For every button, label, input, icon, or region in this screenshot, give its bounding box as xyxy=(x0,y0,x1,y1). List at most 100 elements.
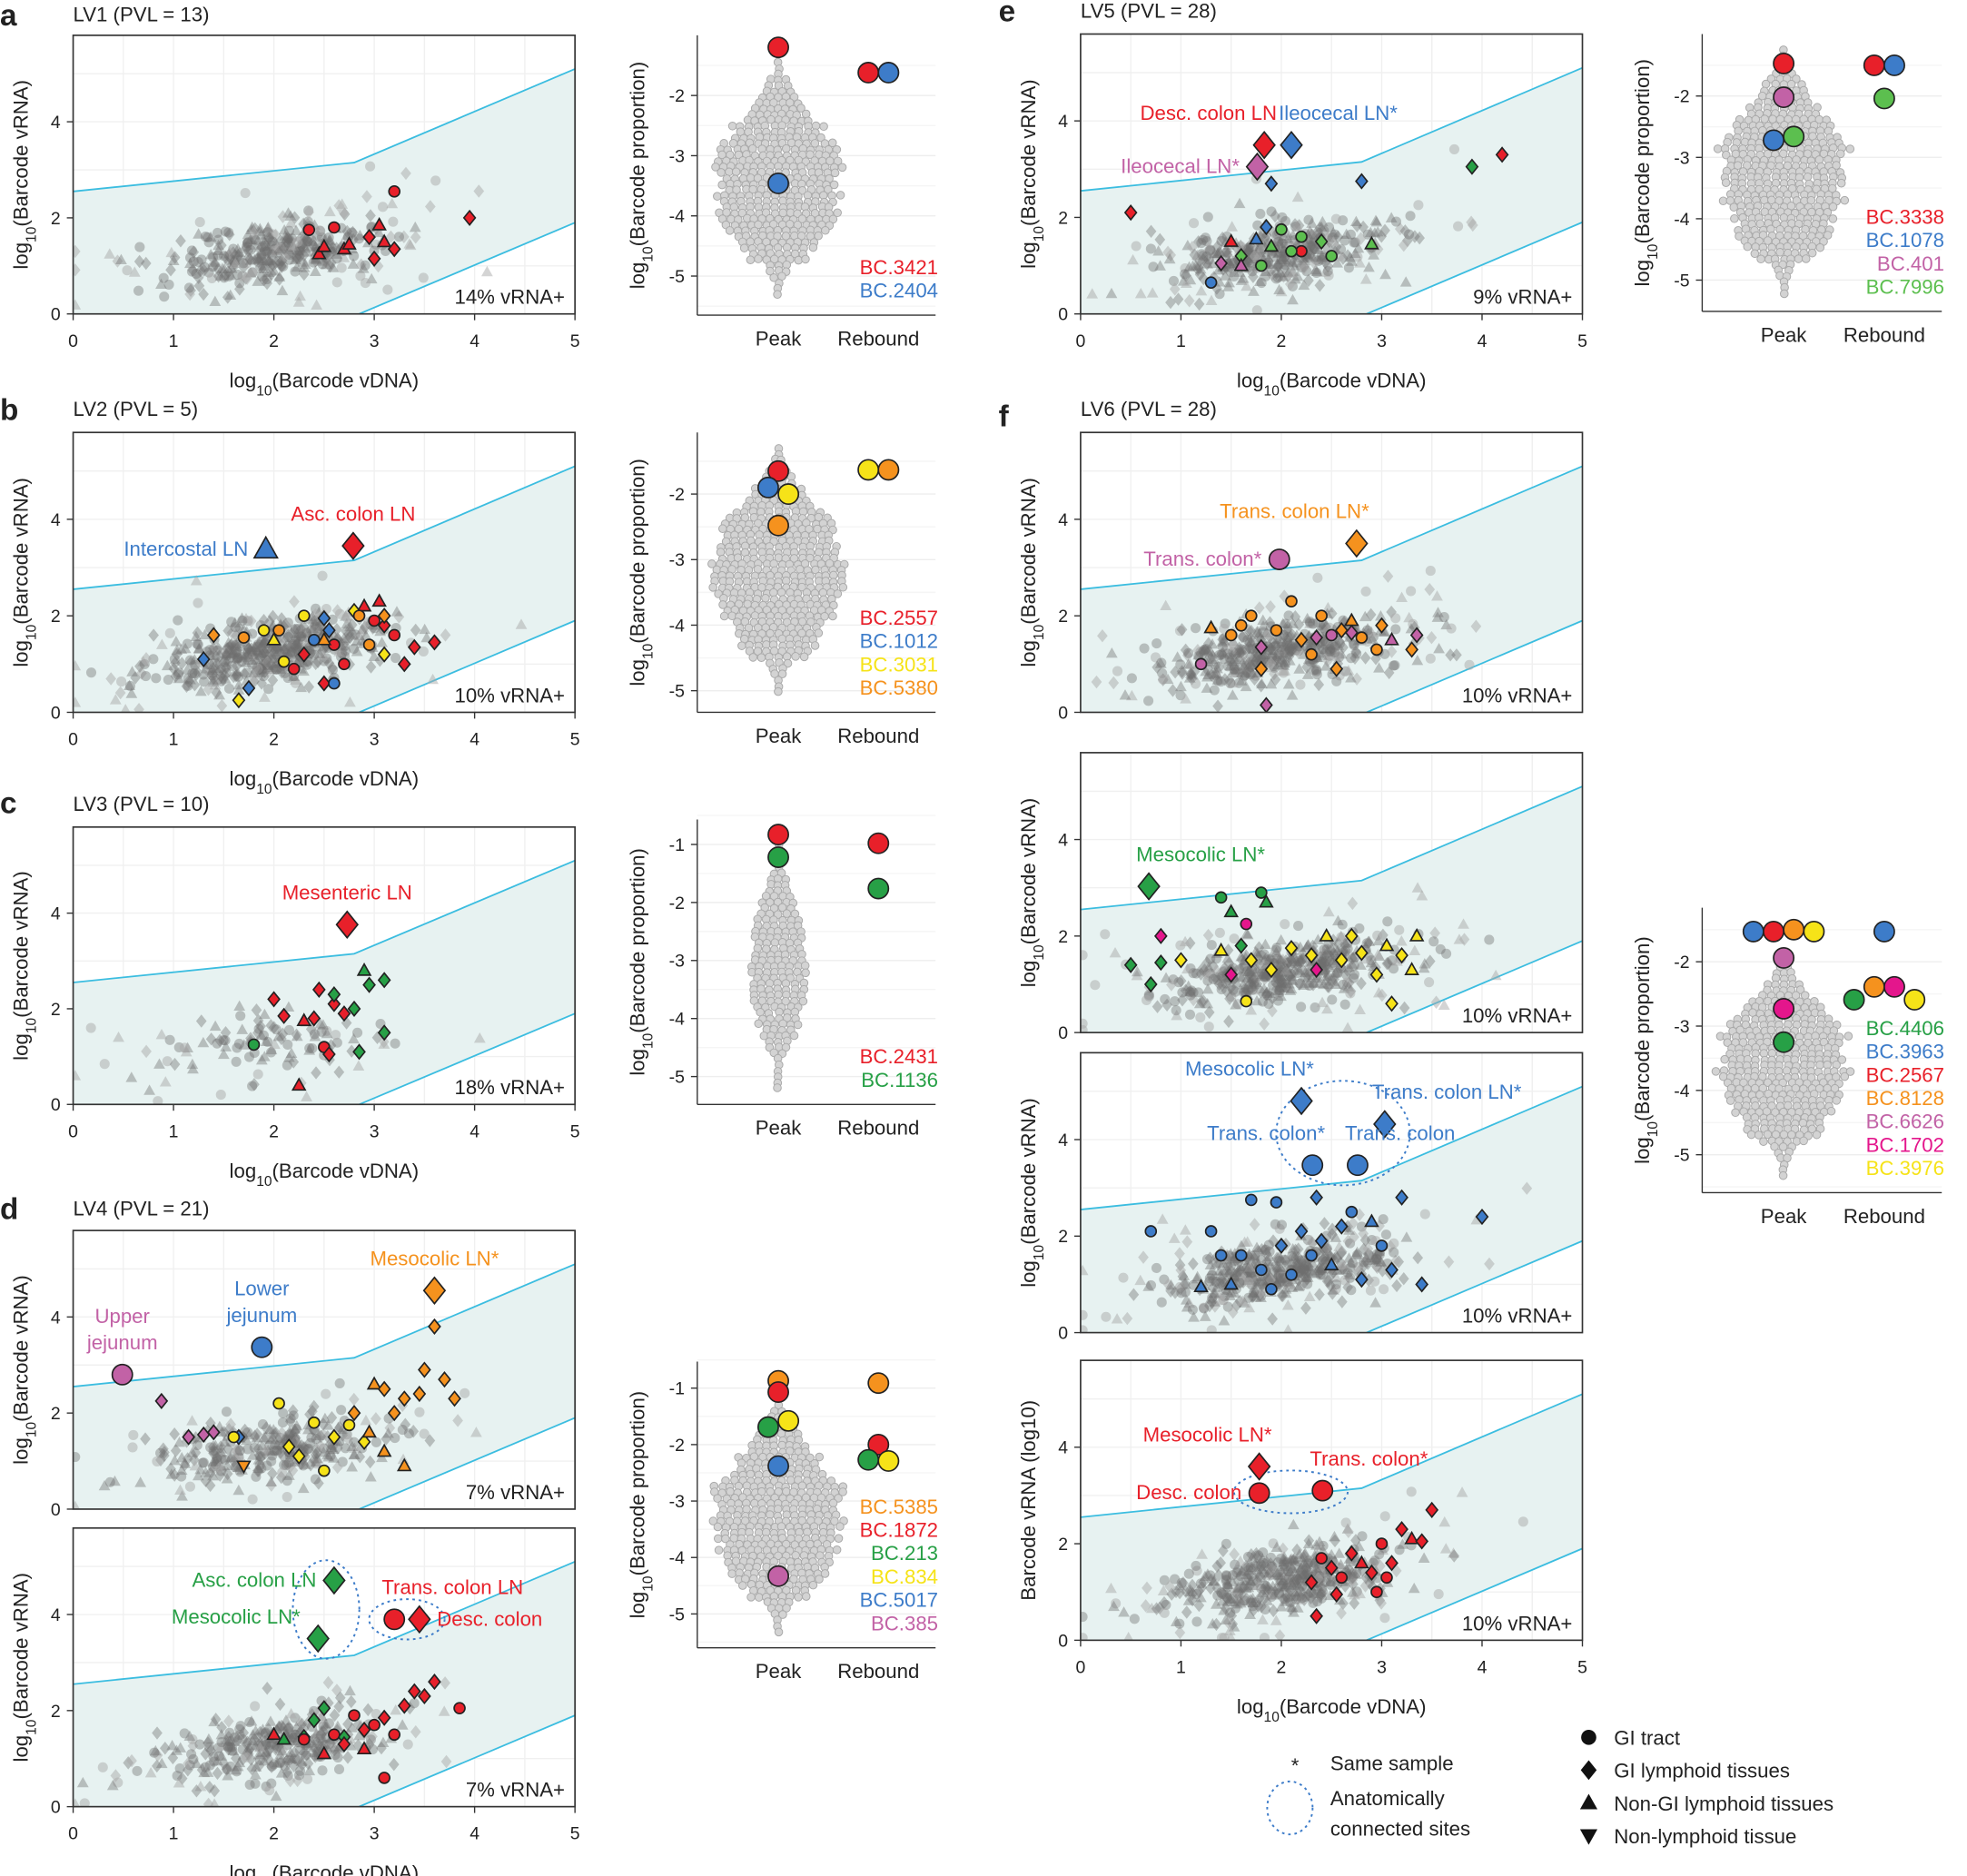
background-barcode-point xyxy=(1270,273,1282,284)
background-barcode-point xyxy=(73,263,81,277)
background-barcode-point xyxy=(203,682,214,696)
barcode-point xyxy=(352,609,366,622)
background-barcode-point xyxy=(244,233,257,244)
background-barcode-point xyxy=(310,1474,321,1485)
peak-barcode-point xyxy=(754,220,763,230)
background-barcode-point xyxy=(264,643,277,654)
rebound-highlight-point xyxy=(877,62,900,84)
site-label: Asc. colon LN xyxy=(291,502,415,525)
peak-barcode-point xyxy=(827,138,837,148)
background-barcode-point xyxy=(179,1042,190,1053)
background-barcode-point xyxy=(217,672,229,686)
category-label: Peak xyxy=(756,327,803,350)
background-barcode-point xyxy=(282,231,293,245)
background-barcode-point xyxy=(132,1765,143,1776)
background-barcode-point xyxy=(336,1405,347,1416)
background-barcode-point xyxy=(220,1041,232,1052)
threshold-lower-line xyxy=(359,222,576,314)
x-tick-label: 3 xyxy=(370,1121,380,1141)
y-axis-label: log10(Barcode vRNA) xyxy=(1017,478,1047,667)
peak-barcode-point xyxy=(740,617,750,627)
background-barcode-point xyxy=(185,656,196,669)
background-barcode-point xyxy=(222,1742,233,1753)
background-barcode-point xyxy=(216,262,229,273)
y-tick-label: -2 xyxy=(1674,87,1689,107)
background-barcode-point xyxy=(266,267,277,281)
background-barcode-point xyxy=(291,1030,303,1042)
background-barcode-point xyxy=(264,1785,275,1796)
background-barcode-point xyxy=(253,649,266,660)
barcode-point xyxy=(272,1397,285,1410)
background-barcode-point xyxy=(242,238,253,249)
background-barcode-point xyxy=(327,262,340,272)
background-barcode-point xyxy=(104,248,116,259)
background-barcode-point xyxy=(171,647,183,661)
peak-barcode-point xyxy=(834,1534,844,1543)
barcode-point xyxy=(296,1012,312,1027)
barcode-point xyxy=(378,1772,390,1784)
barcode-point xyxy=(352,1043,366,1061)
background-barcode-point xyxy=(153,1096,163,1105)
peak-barcode-point xyxy=(833,156,843,166)
background-barcode-point xyxy=(197,1036,210,1048)
background-barcode-point xyxy=(1390,216,1402,227)
vrna-percent-label: 10% vRNA+ xyxy=(454,684,565,706)
background-barcode-point xyxy=(349,251,360,262)
background-barcode-point xyxy=(298,665,310,676)
peak-barcode-point xyxy=(707,559,717,568)
peak-barcode-point xyxy=(781,232,791,241)
barcode-point xyxy=(338,657,351,671)
peak-barcode-point xyxy=(766,266,775,276)
background-barcode-point xyxy=(1190,623,1201,634)
background-barcode-point xyxy=(1256,278,1267,289)
background-barcode-point xyxy=(187,263,199,277)
peak-barcode-point xyxy=(833,589,843,598)
background-barcode-point xyxy=(245,614,257,628)
background-barcode-point xyxy=(245,651,258,662)
background-barcode-point xyxy=(126,666,138,676)
x-tick-label: 1 xyxy=(169,730,179,750)
background-barcode-point xyxy=(282,1039,293,1051)
background-barcode-point xyxy=(282,1052,295,1062)
background-barcode-point xyxy=(183,282,194,293)
background-barcode-point xyxy=(295,631,307,642)
background-barcode-point xyxy=(219,251,230,262)
background-barcode-point xyxy=(410,623,421,637)
background-barcode-point xyxy=(115,253,127,264)
y-tick-label: -3 xyxy=(669,1492,685,1512)
background-barcode-point xyxy=(371,1437,381,1447)
peak-barcode-point xyxy=(1836,178,1846,188)
peak-barcode-point xyxy=(825,558,835,568)
background-barcode-point xyxy=(374,625,387,637)
peak-barcode-point xyxy=(1713,144,1723,153)
background-barcode-point xyxy=(231,1056,242,1067)
background-barcode-point xyxy=(240,187,251,199)
y-tick-label: 2 xyxy=(51,209,61,229)
background-barcode-point xyxy=(288,670,301,681)
barcode-point xyxy=(327,995,341,1012)
peak-barcode-point xyxy=(747,143,757,153)
peak-barcode-point xyxy=(718,524,727,534)
barcode-point xyxy=(1355,631,1369,644)
background-barcode-point xyxy=(1343,262,1354,273)
background-barcode-point xyxy=(292,296,305,307)
background-barcode-point xyxy=(381,245,391,257)
peak-barcode-point xyxy=(713,1534,723,1544)
peak-barcode-point xyxy=(805,524,814,534)
background-barcode-point xyxy=(350,629,361,640)
barcode-point xyxy=(362,976,376,993)
background-barcode-point xyxy=(213,262,224,276)
background-barcode-point xyxy=(276,260,288,274)
background-barcode-point xyxy=(1324,646,1336,657)
peak-barcode-point xyxy=(815,1575,824,1584)
x-tick-label: 4 xyxy=(470,730,479,750)
barcode-point xyxy=(371,593,387,607)
background-barcode-point xyxy=(297,657,310,667)
background-barcode-point xyxy=(311,641,323,652)
background-barcode-point xyxy=(278,242,290,255)
barcode-point xyxy=(388,628,401,642)
background-barcode-point xyxy=(288,638,299,649)
background-barcode-point xyxy=(1360,586,1371,597)
background-barcode-point xyxy=(232,1766,242,1777)
